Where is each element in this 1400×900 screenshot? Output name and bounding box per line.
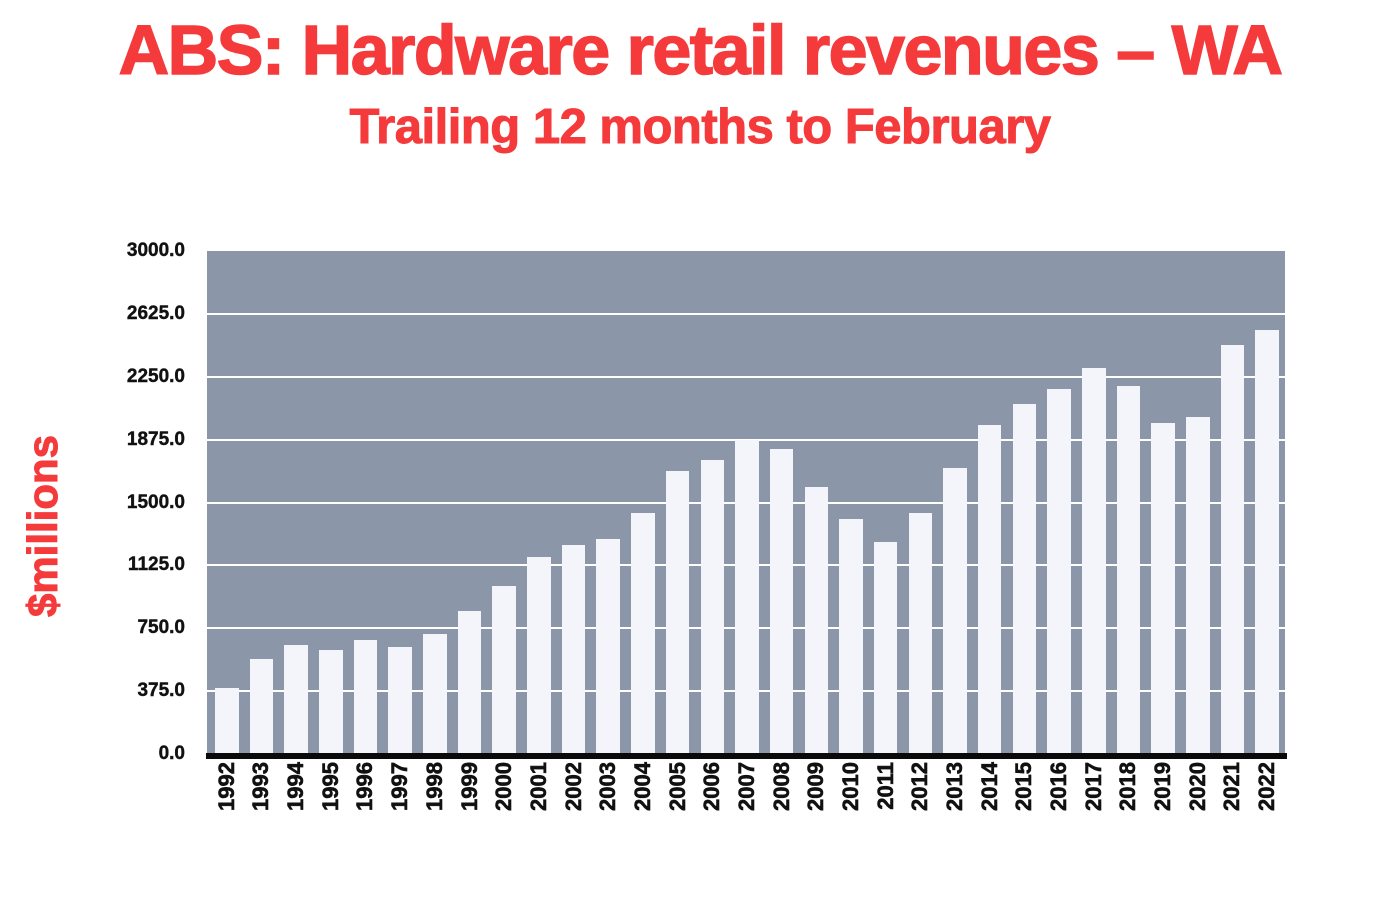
x-tick-label: 1999 — [456, 762, 482, 812]
x-tick-label: 2009 — [803, 762, 829, 812]
x-tick-label: 2019 — [1150, 762, 1176, 812]
bar-2020 — [1186, 417, 1210, 754]
y-tick-label: 375.0 — [137, 680, 185, 702]
x-tick-label: 2008 — [768, 762, 794, 812]
x-tick-label: 1994 — [283, 762, 309, 812]
x-tick-label: 2018 — [1115, 762, 1141, 812]
x-tick-label: 2021 — [1219, 762, 1245, 812]
bar-2007 — [735, 439, 759, 754]
gridline — [207, 375, 1285, 378]
x-tick-label: 2003 — [595, 762, 621, 812]
x-tick-label: 1995 — [317, 762, 343, 812]
bar-2015 — [1012, 404, 1037, 754]
y-tick-label: 1875.0 — [126, 428, 186, 450]
x-tick-label: 2002 — [560, 762, 586, 812]
bar-1998 — [423, 634, 447, 754]
bar-1999 — [457, 610, 482, 754]
bar-2011 — [873, 541, 898, 754]
x-tick-label: 2005 — [664, 762, 690, 812]
bar-2004 — [631, 513, 655, 754]
bar-1995 — [319, 650, 343, 754]
gridline — [207, 312, 1285, 315]
y-tick-label: 3000.0 — [126, 240, 186, 261]
x-tick-label: 2017 — [1080, 762, 1106, 812]
x-tick-label: 2020 — [1184, 762, 1210, 812]
plot-area — [207, 251, 1285, 754]
x-tick-label: 2006 — [699, 762, 725, 812]
bar-1997 — [388, 646, 412, 754]
bar-2013 — [943, 468, 967, 754]
y-tick-label: 0.0 — [158, 743, 185, 764]
bar-2017 — [1082, 368, 1106, 754]
bar-1993 — [249, 659, 274, 754]
x-tick-label: 2013 — [942, 762, 968, 812]
x-tick-label: 2012 — [907, 762, 933, 812]
bar-2014 — [977, 424, 1002, 754]
bar-2006 — [700, 459, 725, 754]
y-tick-label: 2250.0 — [126, 365, 186, 387]
bar-2018 — [1116, 385, 1141, 754]
chart-title: ABS: Hardware retail revenues – WA — [118, 10, 1284, 90]
bar-2021 — [1220, 344, 1245, 754]
x-tick-label: 1993 — [248, 762, 274, 812]
bar-2016 — [1047, 389, 1071, 754]
x-tick-label: 2010 — [837, 762, 864, 812]
x-tick-label: 1997 — [387, 762, 413, 812]
x-tick-label: 1992 — [213, 762, 239, 812]
bar-2012 — [908, 512, 933, 754]
x-axis-line — [206, 753, 1287, 759]
bar-2001 — [527, 557, 551, 754]
bar-2022 — [1255, 329, 1279, 754]
bar-1992 — [215, 687, 239, 754]
y-tick-label: 1125.0 — [127, 554, 185, 576]
x-tick-label: 2014 — [976, 762, 1002, 812]
y-tick-label: 2625.0 — [126, 302, 186, 324]
x-tick-label: 2015 — [1011, 762, 1037, 812]
y-tick-label: 1500.0 — [126, 491, 186, 513]
bar-2008 — [769, 448, 794, 754]
x-tick-label: 2011 — [872, 762, 898, 810]
x-tick-label: 2022 — [1254, 762, 1280, 812]
bar-1994 — [284, 645, 308, 754]
x-tick-label: 2001 — [525, 762, 552, 812]
bar-2009 — [804, 487, 829, 754]
bar-2003 — [596, 538, 620, 754]
bar-2010 — [839, 519, 863, 754]
x-tick-label: 2004 — [629, 762, 656, 812]
bar-2002 — [561, 545, 586, 754]
bar-2005 — [665, 470, 690, 754]
chart-subtitle: Trailing 12 months to February — [349, 100, 1052, 155]
y-tick-label: 750.0 — [137, 617, 185, 639]
x-tick-label: 2000 — [491, 762, 517, 812]
x-tick-label: 1996 — [352, 762, 378, 812]
bar-1996 — [353, 640, 378, 754]
bar-2019 — [1151, 422, 1175, 754]
bar-2000 — [492, 586, 516, 754]
x-tick-label: 2016 — [1046, 762, 1072, 812]
x-tick-label: 1998 — [421, 762, 448, 812]
x-tick-label: 2007 — [733, 762, 760, 812]
